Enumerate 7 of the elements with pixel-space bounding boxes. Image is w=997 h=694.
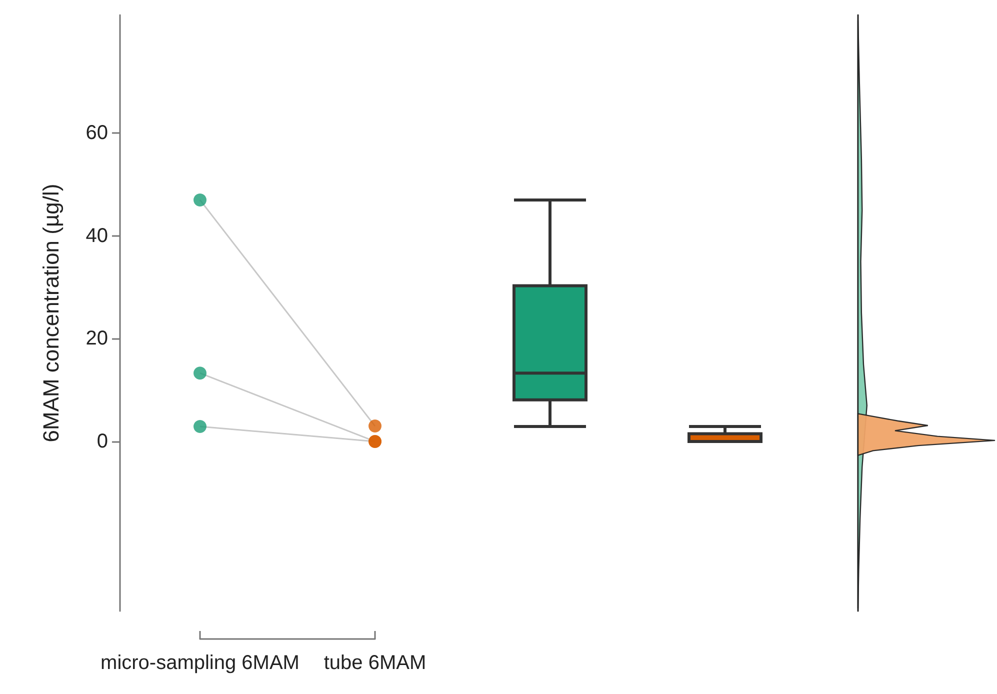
y-tick-label: 60: [86, 122, 108, 144]
y-axis-title: 6MAM concentration (µg/l): [38, 184, 64, 442]
y-tick-label: 0: [96, 430, 108, 452]
y-tick-label: 40: [86, 224, 108, 247]
x-tick-label: tube 6MAM: [324, 652, 426, 674]
x-tick-label: micro-sampling 6MAM: [100, 652, 300, 674]
y-tick-label: 20: [86, 328, 108, 350]
